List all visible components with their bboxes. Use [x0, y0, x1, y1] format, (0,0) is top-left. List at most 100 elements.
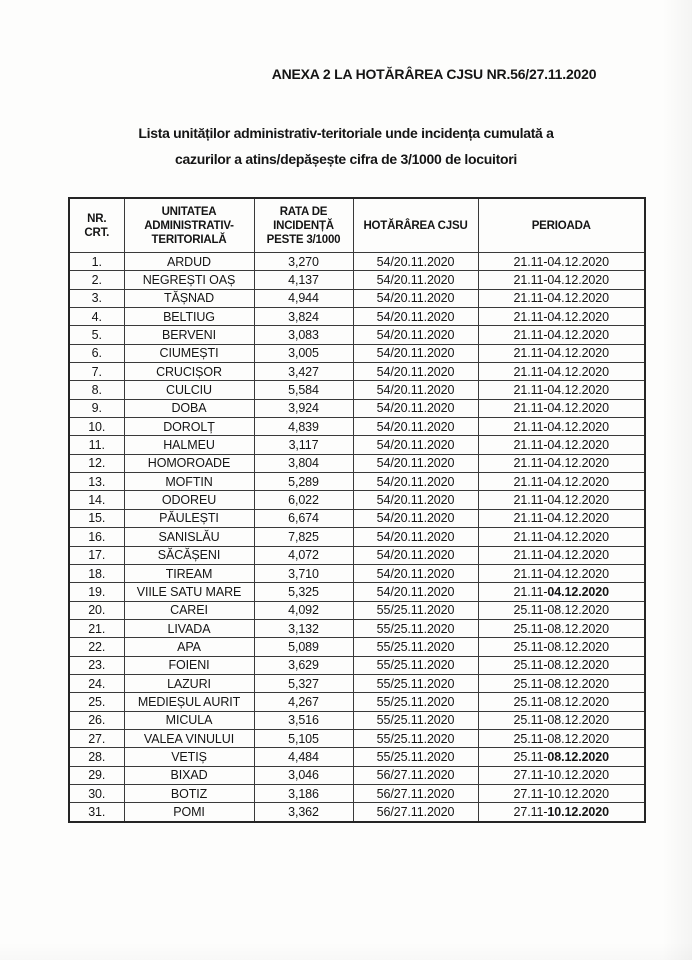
table-row: 16. SANISLĂU 7,825 54/20.11.2020 21.11-04.12… — [68, 527, 646, 547]
uat-name: MOFTIN — [123, 472, 255, 492]
document-title-line1: Lista unităților administrativ-teritoria… — [138, 125, 554, 141]
table-row: 3. TĂȘNAD 4,944 54/20.11.2020 21.11-04.12.20… — [68, 288, 646, 309]
cjsu-decision: 54/20.11.2020 — [352, 490, 479, 510]
incidence-rate: 4,137 — [253, 270, 354, 290]
uat-name: BERVENI — [123, 325, 255, 345]
cjsu-decision: 55/25.11.2020 — [352, 600, 479, 620]
table-row: 14. ODOREU 6,022 54/20.11.2020 21.11-04.12.2… — [68, 490, 646, 510]
uat-name: TĂȘNAD — [123, 288, 255, 309]
period: 27.11-10.12.2020 — [477, 765, 646, 785]
table-row: 2. NEGREȘTI OAȘ 4,137 54/20.11.2020 21.11-04… — [68, 270, 646, 290]
uat-name: VETIȘ — [123, 747, 255, 767]
row-number: 5. — [68, 325, 125, 345]
col-header-rata-incidenta: RATA DE INCIDENȚĂ PESTE 3/1000 — [253, 197, 354, 253]
row-number: 22. — [68, 637, 125, 657]
table-row: 30. BOTIZ 3,186 56/27.11.2020 27.11-10.12.20… — [68, 783, 646, 804]
period: 25.11-08.12.2020 — [477, 728, 646, 749]
incidence-rate: 4,839 — [253, 417, 354, 437]
col-header-perioada: PERIOADA — [477, 197, 646, 253]
incidence-table: NR. CRT. UNITATEA ADMINISTRATIV- TERITOR… — [68, 197, 646, 823]
incidence-rate: 5,289 — [253, 472, 354, 492]
col-header-uat: UNITATEA ADMINISTRATIV- TERITORIALĂ — [123, 197, 255, 253]
period: 25.11-08.12.2020 — [477, 673, 646, 694]
incidence-rate: 3,427 — [253, 362, 354, 382]
row-number: 21. — [68, 618, 125, 639]
incidence-rate: 6,022 — [253, 490, 354, 510]
cjsu-decision: 54/20.11.2020 — [352, 398, 479, 419]
cjsu-decision: 54/20.11.2020 — [352, 251, 479, 272]
row-number: 18. — [68, 563, 125, 584]
row-number: 15. — [68, 508, 125, 529]
row-number: 10. — [68, 417, 125, 437]
row-number: 19. — [68, 582, 125, 602]
period: 25.11-08.12.2020 — [477, 637, 646, 657]
cjsu-decision: 55/25.11.2020 — [352, 747, 479, 767]
period: 21.11-04.12.2020 — [477, 251, 646, 272]
cjsu-decision: 54/20.11.2020 — [352, 582, 479, 602]
document-title: Lista unităților administrativ-teritoria… — [66, 120, 626, 172]
cjsu-decision: 54/20.11.2020 — [352, 343, 479, 364]
uat-name: ARDUD — [123, 251, 255, 272]
uat-name: CAREI — [123, 600, 255, 620]
uat-name: BELTIUG — [123, 307, 255, 327]
incidence-rate: 6,674 — [253, 508, 354, 529]
period: 21.11-04.12.2020 — [477, 472, 646, 492]
row-number: 26. — [68, 710, 125, 730]
row-number: 12. — [68, 453, 125, 474]
period: 21.11-04.12.2020 — [477, 490, 646, 510]
cjsu-decision: 55/25.11.2020 — [352, 728, 479, 749]
period: 21.11-04.12.2020 — [477, 343, 646, 364]
row-number: 23. — [68, 655, 125, 675]
table-row: 28. VETIȘ 4,484 55/25.11.2020 25.11-08.12.20… — [68, 747, 646, 767]
incidence-rate: 3,710 — [253, 563, 354, 584]
incidence-rate: 7,825 — [253, 527, 354, 547]
cjsu-decision: 54/20.11.2020 — [352, 270, 479, 290]
uat-name: BIXAD — [123, 765, 255, 785]
table-row: 19. VIILE SATU MARE 5,325 54/20.11.2020 21.1… — [68, 582, 646, 602]
cjsu-decision: 55/25.11.2020 — [352, 618, 479, 639]
row-number: 11. — [68, 435, 125, 455]
table-row: 1. ARDUD 3,270 54/20.11.2020 21.11-04.12.202… — [68, 251, 646, 272]
row-number: 30. — [68, 783, 125, 804]
incidence-rate: 3,924 — [253, 398, 354, 419]
cjsu-decision: 54/20.11.2020 — [352, 508, 479, 529]
cjsu-decision: 54/20.11.2020 — [352, 288, 479, 309]
period: 21.11-04.12.2020 — [477, 563, 646, 584]
table-row: 15. PĂULEȘTI 6,674 54/20.11.2020 21.11-04.12… — [68, 508, 646, 529]
table-row: 23. FOIENI 3,629 55/25.11.2020 25.11-08.12.2… — [68, 655, 646, 675]
uat-name: MEDIEȘUL AURIT — [123, 692, 255, 712]
row-number: 6. — [68, 343, 125, 364]
incidence-rate: 5,327 — [253, 673, 354, 694]
row-number: 28. — [68, 747, 125, 767]
table-row: 4. BELTIUG 3,824 54/20.11.2020 21.11-04.12.2… — [68, 307, 646, 327]
cjsu-decision: 54/20.11.2020 — [352, 325, 479, 345]
uat-name: PĂULEȘTI — [123, 508, 255, 529]
table-row: 11. HALMEU 3,117 54/20.11.2020 21.11-04.12.2… — [68, 435, 646, 455]
row-number: 29. — [68, 765, 125, 785]
table-row: 10. DOROLȚ 4,839 54/20.11.2020 21.11-04.12.2… — [68, 417, 646, 437]
row-number: 16. — [68, 527, 125, 547]
row-number: 2. — [68, 270, 125, 290]
row-number: 20. — [68, 600, 125, 620]
uat-name: VIILE SATU MARE — [123, 582, 255, 602]
row-number: 8. — [68, 380, 125, 400]
incidence-rate: 5,089 — [253, 637, 354, 657]
uat-name: SANISLĂU — [123, 527, 255, 547]
table-row: 31. POMI 3,362 56/27.11.2020 27.11-10.12.202… — [68, 802, 646, 823]
uat-name: SĂCĂȘENI — [123, 545, 255, 565]
table-row: 12. HOMOROADE 3,804 54/20.11.2020 21.11-04.1… — [68, 453, 646, 474]
table-row: 24. LAZURI 5,327 55/25.11.2020 25.11-08.12.2… — [68, 673, 646, 694]
cjsu-decision: 55/25.11.2020 — [352, 673, 479, 694]
incidence-rate: 3,270 — [253, 251, 354, 272]
cjsu-decision: 56/27.11.2020 — [352, 783, 479, 804]
cjsu-decision: 55/25.11.2020 — [352, 637, 479, 657]
table-row: 8. CULCIU 5,584 54/20.11.2020 21.11-04.12.20… — [68, 380, 646, 400]
table-row: 13. MOFTIN 5,289 54/20.11.2020 21.11-04.12.2… — [68, 472, 646, 492]
cjsu-decision: 54/20.11.2020 — [352, 435, 479, 455]
cjsu-decision: 54/20.11.2020 — [352, 380, 479, 400]
period: 27.11-10.12.2020 — [477, 802, 646, 823]
cjsu-decision: 54/20.11.2020 — [352, 417, 479, 437]
incidence-rate: 3,046 — [253, 765, 354, 785]
period: 25.11-08.12.2020 — [477, 618, 646, 639]
row-number: 25. — [68, 692, 125, 712]
